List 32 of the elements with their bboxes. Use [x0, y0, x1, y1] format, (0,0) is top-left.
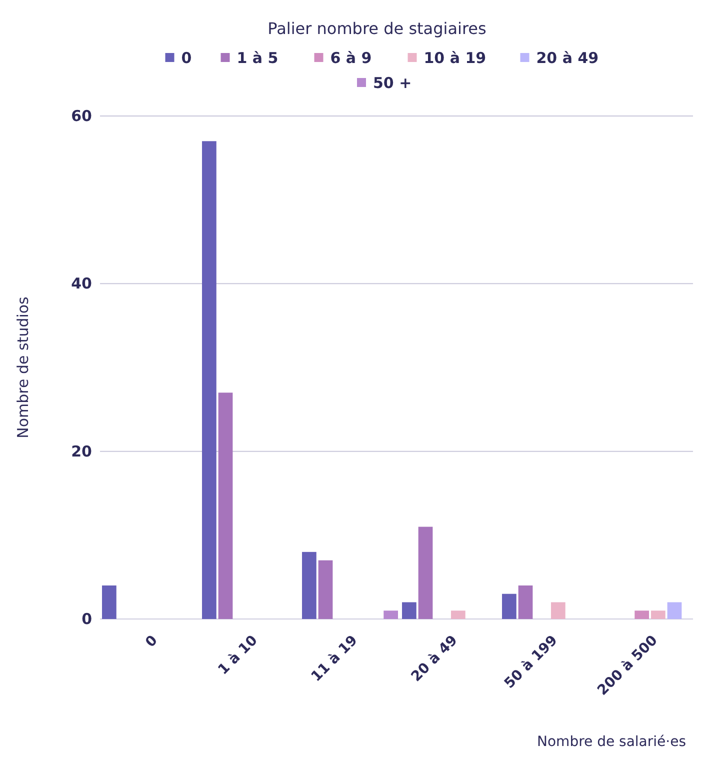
x-tick-label: 1 à 10: [215, 632, 262, 678]
legend-label: 50 +: [373, 74, 412, 92]
bar: [402, 602, 416, 619]
bar: [302, 552, 316, 619]
bar: [102, 585, 116, 619]
x-axis-title: Nombre de salarié·es: [537, 734, 686, 750]
bar: [518, 585, 533, 619]
legend-label: 1 à 5: [236, 49, 278, 67]
x-tick-label: 20 à 49: [408, 632, 461, 685]
bar: [418, 526, 433, 619]
bar: [667, 602, 682, 619]
y-tick-label: 60: [71, 107, 92, 125]
x-tick-label: 11 à 19: [308, 632, 361, 685]
bar: [384, 610, 398, 619]
legend-label: 20 à 49: [536, 49, 599, 67]
bar: [650, 610, 666, 619]
y-tick-label: 0: [82, 610, 92, 628]
bar: [218, 392, 233, 619]
legend-title: Palier nombre de stagiaires: [268, 19, 486, 38]
legend-label: 6 à 9: [330, 49, 372, 67]
bar: [550, 602, 566, 619]
y-tick-label: 40: [71, 274, 92, 293]
bar: [502, 594, 516, 619]
legend-label: 0: [181, 49, 192, 67]
bar: [202, 141, 216, 619]
y-axis-title: Nombre de studios: [14, 296, 32, 438]
x-tick-label: 0: [142, 632, 162, 651]
y-tick-label: 20: [71, 442, 92, 460]
legend-label: 10 à 19: [424, 49, 486, 67]
bar: [450, 610, 466, 619]
bar: [634, 610, 650, 619]
bar: [318, 560, 333, 619]
